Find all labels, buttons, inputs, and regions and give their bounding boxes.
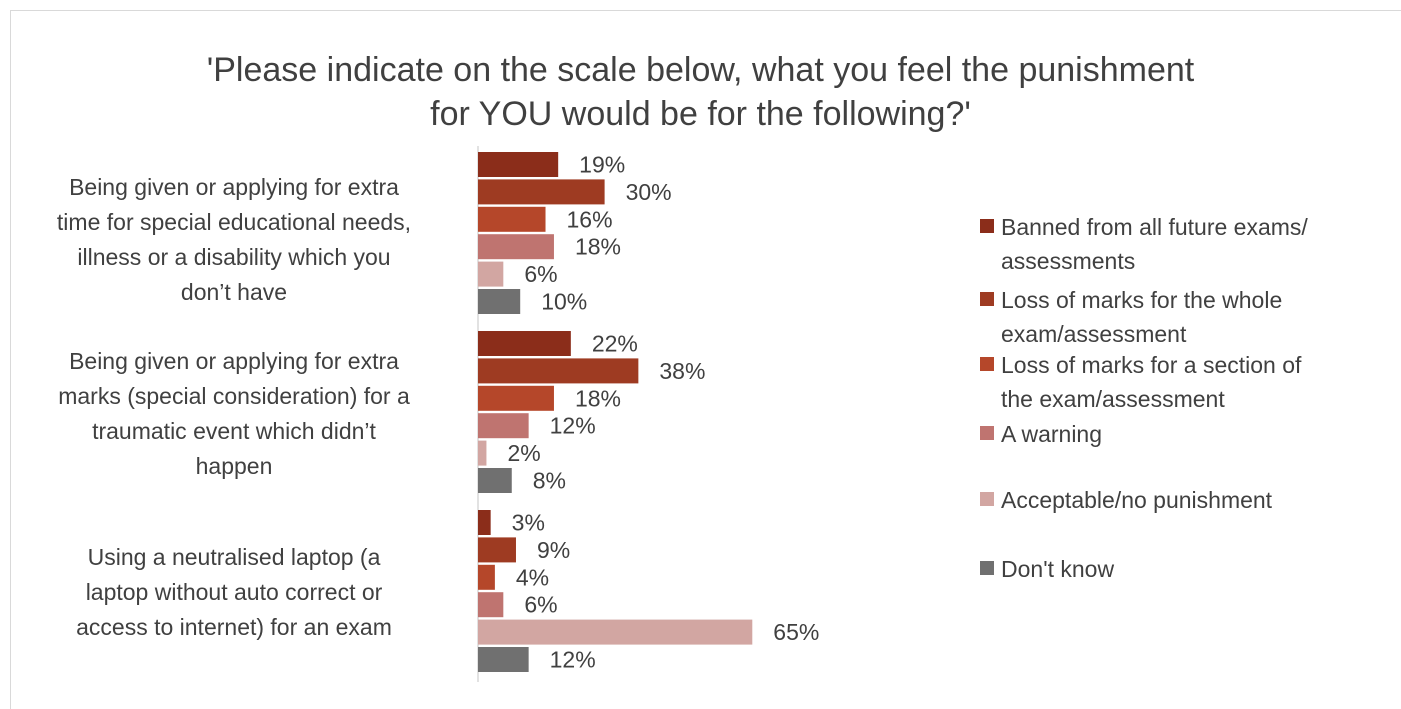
bar-extra-marks-loss-section xyxy=(478,385,554,411)
bar-extra-time-banned xyxy=(478,152,559,177)
legend-swatch xyxy=(980,292,994,306)
category-label-line: Being given or applying for extra xyxy=(69,348,399,374)
legend-label: Loss of marks for a section of the exam/… xyxy=(1001,348,1301,416)
data-label-neutralised-laptop-acceptable: 65% xyxy=(773,619,819,645)
bar-neutralised-laptop-acceptable xyxy=(478,619,753,645)
chart-frame xyxy=(10,10,1401,709)
bar-extra-marks-warning xyxy=(478,413,529,439)
bar-neutralised-laptop-warning xyxy=(478,592,504,618)
bar-neutralised-laptop-loss-section xyxy=(478,564,495,590)
data-label-extra-marks-loss-section: 18% xyxy=(575,385,621,411)
legend-label-line: exam/assessment xyxy=(1001,321,1187,347)
data-label-neutralised-laptop-banned: 3% xyxy=(512,510,545,536)
bar-extra-time-loss-section xyxy=(478,206,546,232)
legend-item-banned: Banned from all future exams/ assessment… xyxy=(980,210,1308,278)
category-label-extra-marks: Being given or applying for extra marks … xyxy=(10,344,458,484)
legend-label-line: Loss of marks for a section of xyxy=(1001,352,1302,378)
category-label-line: laptop without auto correct or xyxy=(85,579,383,605)
bar-neutralised-laptop-loss-whole xyxy=(478,537,516,563)
data-label-neutralised-laptop-loss-section: 4% xyxy=(516,564,549,590)
legend-swatch xyxy=(980,426,994,440)
category-label-line: traumatic event which didn’t xyxy=(92,418,376,444)
legend-item-loss-section: Loss of marks for a section of the exam/… xyxy=(980,348,1301,416)
legend-swatch xyxy=(980,219,994,233)
bar-extra-marks-acceptable xyxy=(478,440,487,466)
legend-swatch xyxy=(980,357,994,371)
category-label-line: don’t have xyxy=(180,279,288,305)
category-label-line: marks (special consideration) for a xyxy=(58,383,410,409)
data-label-extra-marks-loss-whole: 38% xyxy=(659,358,705,384)
legend-swatch xyxy=(980,492,994,506)
data-label-extra-marks-banned: 22% xyxy=(592,331,638,357)
chart-title-line-1: 'Please indicate on the scale below, wha… xyxy=(206,51,1195,89)
category-label-line: Using a neutralised laptop (a xyxy=(87,544,381,570)
category-label-extra-time: Being given or applying for extra time f… xyxy=(10,170,458,310)
legend-label-line: Loss of marks for the whole xyxy=(1001,287,1283,313)
legend-label: Banned from all future exams/ assessment… xyxy=(1001,210,1308,278)
data-label-extra-time-loss-section: 16% xyxy=(567,206,613,232)
bar-extra-time-warning xyxy=(478,234,554,260)
bars-group: 19%30%16%18%6%10%22%38%18%12%2%8%3%9%4%6… xyxy=(478,152,819,673)
category-label-neutralised-laptop: Using a neutralised laptop (a laptop wit… xyxy=(10,540,458,645)
legend-label-line: Don't know xyxy=(1001,556,1115,582)
legend-item-warning: A warning xyxy=(980,417,1102,451)
data-label-extra-marks-acceptable: 2% xyxy=(507,440,540,466)
legend-item-acceptable: Acceptable/no punishment xyxy=(980,483,1272,517)
bar-extra-time-acceptable xyxy=(478,261,504,287)
legend-label: Don't know xyxy=(1001,552,1114,586)
chart-title: 'Please indicate on the scale below, wha… xyxy=(0,48,1401,136)
data-label-extra-time-dont-know: 10% xyxy=(541,289,587,315)
category-label-line: access to internet) for an exam xyxy=(76,614,392,640)
category-label-line: illness or a disability which you xyxy=(77,244,391,270)
data-label-extra-marks-warning: 12% xyxy=(550,413,596,439)
legend-item-loss-whole: Loss of marks for the whole exam/assessm… xyxy=(980,283,1282,351)
data-label-extra-time-banned: 19% xyxy=(579,152,625,178)
data-label-extra-time-acceptable: 6% xyxy=(524,261,557,287)
chart-title-line-2: for YOU would be for the following?' xyxy=(430,95,971,133)
legend-item-dont-know: Don't know xyxy=(980,552,1114,586)
bar-extra-time-dont-know xyxy=(478,289,521,314)
category-label-line: time for special educational needs, xyxy=(56,209,412,235)
bar-extra-marks-loss-whole xyxy=(478,358,639,384)
legend-label-line: A warning xyxy=(1001,421,1103,447)
data-label-neutralised-laptop-loss-whole: 9% xyxy=(537,537,570,563)
legend-label-line: assessments xyxy=(1001,248,1136,274)
data-label-extra-marks-dont-know: 8% xyxy=(533,468,566,494)
legend-label: A warning xyxy=(1001,417,1102,451)
bar-neutralised-laptop-banned xyxy=(478,510,491,535)
legend-label-line: Banned from all future exams/ xyxy=(1001,214,1308,240)
data-label-neutralised-laptop-dont-know: 12% xyxy=(550,647,596,673)
bar-extra-marks-banned xyxy=(478,331,571,356)
bar-extra-marks-dont-know xyxy=(478,468,512,493)
data-label-extra-time-loss-whole: 30% xyxy=(626,179,672,205)
legend-label: Acceptable/no punishment xyxy=(1001,483,1272,517)
legend-label-line: Acceptable/no punishment xyxy=(1001,487,1273,513)
category-label-line: Being given or applying for extra xyxy=(69,174,399,200)
legend-label-line: the exam/assessment xyxy=(1001,386,1225,412)
data-label-neutralised-laptop-warning: 6% xyxy=(524,592,557,618)
bar-extra-time-loss-whole xyxy=(478,179,605,205)
category-label-line: happen xyxy=(195,453,273,479)
bar-neutralised-laptop-dont-know xyxy=(478,647,529,672)
legend-label: Loss of marks for the whole exam/assessm… xyxy=(1001,283,1282,351)
data-label-extra-time-warning: 18% xyxy=(575,234,621,260)
legend-swatch xyxy=(980,561,994,575)
